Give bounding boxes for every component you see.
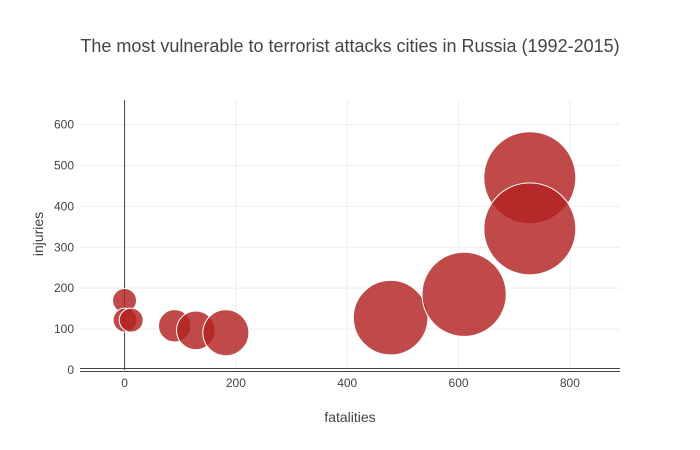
y-tick-label: 500 (54, 158, 74, 172)
bubble-layer (112, 131, 577, 357)
bubble-point[interactable] (202, 309, 250, 357)
y-axis-title: injuries (30, 212, 46, 256)
y-tick-label: 300 (54, 240, 74, 254)
x-tick-label: 400 (337, 376, 357, 390)
x-tick-label: 200 (226, 376, 246, 390)
bubble-point[interactable] (118, 307, 144, 333)
x-tick-label: 600 (449, 376, 469, 390)
x-tick-label: 800 (560, 376, 580, 390)
y-tick-label: 400 (54, 199, 74, 213)
bubble-point[interactable] (352, 279, 429, 356)
bubble-point[interactable] (421, 251, 507, 337)
y-tick-label: 100 (54, 322, 74, 336)
grid-layer (80, 100, 620, 370)
y-tick-label: 200 (54, 281, 74, 295)
tick-label-layer: 0 100 200 300 400 500 600 0 200 400 600 800 (54, 118, 580, 390)
chart-title: The most vulnerable to terrorist attacks… (80, 36, 619, 56)
y-tick-label: 600 (54, 118, 74, 132)
y-tick-label: 0 (67, 363, 74, 377)
bubble-point[interactable] (483, 182, 577, 276)
x-tick-label: 0 (121, 376, 128, 390)
x-axis-title: fatalities (324, 409, 375, 425)
